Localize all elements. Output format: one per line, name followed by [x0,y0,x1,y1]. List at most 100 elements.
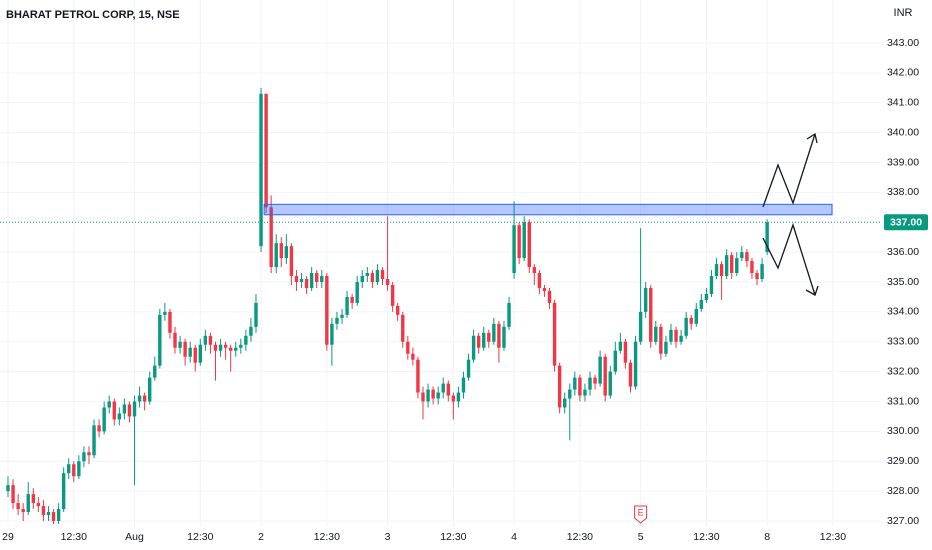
candle-body [259,93,263,247]
candle-body [304,279,309,288]
y-tick-label: 343.00 [887,37,919,49]
candle-body [745,252,749,262]
candle-body [21,509,25,513]
candle-body [198,344,203,363]
candle-body [613,350,618,372]
candle-body [360,276,364,282]
candle-body [365,273,370,277]
candle-body [249,326,253,336]
candle-body [315,273,319,282]
candle-body [390,284,395,306]
candle-body [41,506,46,516]
y-tick-label: 335.00 [887,276,919,288]
y-tick-label: 330.00 [887,425,919,437]
candle-body [684,317,688,336]
candle-body [279,243,283,259]
candle-body [608,371,612,396]
x-tick-label: 2 [258,531,264,543]
candle-body [451,395,456,402]
candle-body [633,341,638,387]
x-tick-label: 8 [764,531,770,543]
candle-body [122,404,127,414]
candle-body [643,287,648,312]
chart-title: BHARAT PETROL CORP, 15, NSE [6,9,180,21]
candle-body [92,425,96,456]
y-tick-label: 331.00 [887,395,919,407]
candle-body [755,273,759,280]
candle-body [416,359,420,393]
candle-body [461,377,466,393]
y-tick-label: 334.00 [887,306,919,318]
candle-body [593,377,597,384]
candle-body [132,401,137,417]
candle-body [735,258,739,274]
candle-body [213,344,218,351]
candles [6,87,769,524]
candle-body [568,389,572,399]
candle-body [628,362,633,387]
candle-body [471,335,476,360]
candle-body [522,222,526,259]
candle-body [537,273,542,288]
candle-body [350,296,354,303]
candle-body [203,335,208,345]
y-tick-label: 332.00 [887,365,919,377]
candle-body [649,287,653,342]
candle-body [466,359,471,378]
candle-body [168,311,172,333]
candle-body [289,246,294,277]
candle-body [228,347,233,351]
x-tick-label: 3 [385,531,391,543]
candle-body [244,335,248,345]
candle-body [6,485,10,492]
candle-body [527,222,531,268]
candle-body [274,243,278,268]
candle-body [294,276,299,282]
candle-body [309,273,314,288]
candle-body [218,344,223,351]
candle-body [370,273,375,282]
candle-body [31,494,36,504]
candle-body [97,425,101,432]
candle-body [264,93,268,208]
candle-body [436,392,440,399]
x-tick-label: 12:30 [440,531,466,543]
candle-body [431,389,435,399]
candle-body [689,317,693,324]
up-arrowhead [806,132,818,144]
y-tick-label: 336.00 [887,246,919,258]
candle-body [704,293,709,300]
candle-body [578,377,582,396]
x-tick-label: 12:30 [314,531,340,543]
candle-body [61,473,66,510]
candle-body [77,461,81,477]
candle-body [583,389,587,396]
candle-body [340,314,344,318]
candle-body [654,326,658,342]
y-tick-label: 329.00 [887,455,919,467]
candle-body [557,365,562,408]
projection-arrows [762,132,819,296]
candle-body [598,356,602,384]
candle-body [502,326,506,348]
candle-body [178,341,182,348]
down-arrowhead [805,285,819,296]
candle-body [269,207,273,268]
x-tick-label: 29 [2,531,14,543]
y-tick-label: 341.00 [887,97,919,109]
candle-body [664,341,668,354]
candle-body [618,341,623,351]
candle-body [714,264,719,277]
candle-body [16,503,20,510]
candle-body [355,282,359,303]
candle-body [325,276,329,345]
candle-body [760,264,764,280]
candle-body [401,314,405,342]
candle-body [512,225,516,274]
candle-body [223,344,228,348]
candle-body [765,222,769,253]
candle-body [36,503,41,507]
x-tick-label: 12:30 [820,531,846,543]
